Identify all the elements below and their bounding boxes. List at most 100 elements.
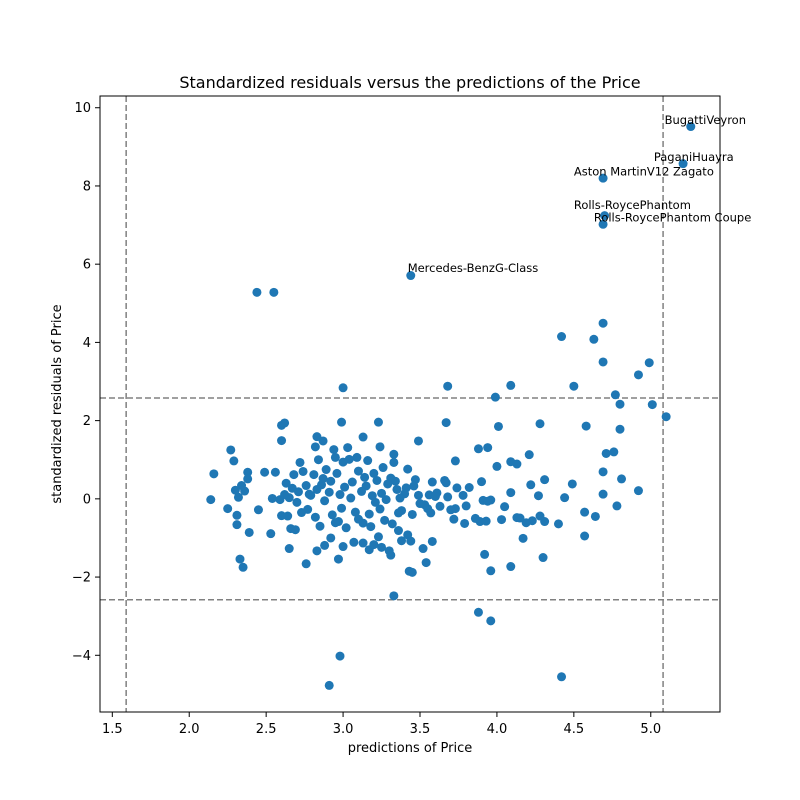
data-point-231: [409, 481, 419, 491]
data-point-194: [369, 540, 379, 550]
data-point-82: [452, 483, 462, 493]
point-annotation-0: BugattiVeyron: [665, 113, 746, 127]
data-point-187: [320, 540, 330, 550]
data-point-75: [477, 477, 487, 487]
x-axis: 1.5 2.0 2.5 3.0 3.5 4.0 4.5 5.0: [102, 712, 661, 737]
data-point-223: [430, 491, 440, 501]
data-point-7: [269, 287, 279, 297]
data-point-44: [226, 445, 236, 455]
data-point-22: [490, 392, 500, 402]
data-point-164: [267, 493, 277, 503]
data-point-134: [330, 452, 340, 462]
data-point-196: [377, 542, 387, 552]
data-point-97: [407, 509, 417, 519]
data-point-107: [383, 479, 393, 489]
data-point-166: [260, 467, 270, 477]
data-point-171: [237, 481, 247, 491]
data-point-235: [526, 480, 536, 490]
data-point-148: [301, 481, 311, 491]
data-point-127: [341, 523, 351, 533]
y-tick-label-6: 8: [83, 179, 91, 194]
y-tick-label-0: −4: [72, 649, 91, 664]
data-point-83: [450, 456, 460, 466]
data-point-58: [553, 519, 563, 529]
point-annotation-1: PaganiHuayra: [654, 150, 734, 164]
data-point-230: [387, 519, 397, 529]
data-point-70: [497, 515, 507, 525]
data-point-27: [535, 419, 545, 429]
data-point-91: [427, 477, 437, 487]
data-point-37: [318, 436, 328, 446]
y-axis: −4 −2 0 2 4 6 8 10: [72, 101, 100, 664]
point-annotation-3: Rolls-RoycePhantom: [574, 198, 691, 212]
data-point-4: [598, 219, 608, 229]
data-point-17: [647, 400, 657, 410]
data-point-33: [441, 418, 451, 428]
data-point-190: [338, 542, 348, 552]
data-point-105: [389, 457, 399, 467]
data-point-9: [589, 334, 599, 344]
data-point-67: [512, 513, 522, 523]
data-point-175: [229, 456, 239, 466]
data-point-161: [277, 511, 287, 521]
data-point-188: [326, 533, 336, 543]
data-point-124: [347, 477, 357, 487]
data-point-40: [375, 442, 385, 452]
data-point-21: [338, 383, 348, 393]
data-point-233: [458, 490, 468, 500]
data-point-226: [330, 518, 340, 528]
y-tick-label-3: 2: [83, 414, 91, 429]
data-point-220: [380, 515, 390, 525]
chart-title: Standardized residuals versus the predic…: [179, 73, 640, 92]
data-point-153: [292, 497, 302, 507]
y-tick-label-1: −2: [72, 571, 91, 586]
data-point-35: [277, 436, 287, 446]
data-point-57: [580, 531, 590, 541]
data-point-229: [360, 472, 370, 482]
data-point-210: [506, 562, 516, 572]
point-annotation-2: Aston MartinV12 Zagato: [574, 164, 714, 178]
data-point-222: [415, 499, 425, 509]
data-point-183: [284, 544, 294, 554]
data-point-18: [661, 412, 671, 422]
data-point-225: [461, 501, 471, 511]
data-point-218: [353, 514, 363, 524]
data-point-59: [540, 475, 550, 485]
data-point-111: [375, 504, 385, 514]
data-point-56: [580, 507, 590, 517]
data-point-49: [617, 474, 627, 484]
data-point-216: [324, 680, 334, 690]
x-tick-label-1: 2.0: [179, 722, 200, 737]
data-point-34: [413, 436, 423, 446]
data-point-16: [615, 399, 625, 409]
data-point-200: [397, 536, 407, 546]
data-point-178: [206, 495, 216, 505]
data-point-215: [335, 651, 345, 661]
data-point-115: [367, 491, 377, 501]
x-tick-label-7: 5.0: [640, 722, 661, 737]
x-tick-label-5: 4.0: [487, 722, 508, 737]
data-point-221: [393, 508, 403, 518]
x-tick-label-4: 3.5: [410, 722, 431, 737]
data-point-71: [506, 488, 516, 498]
data-point-29: [373, 417, 383, 427]
data-point-154: [289, 470, 299, 480]
data-point-138: [321, 465, 331, 475]
data-point-89: [435, 501, 445, 511]
data-point-189: [333, 554, 343, 564]
data-point-208: [480, 549, 490, 559]
data-point-39: [343, 443, 353, 453]
data-point-47: [310, 442, 320, 452]
data-point-42: [483, 443, 493, 453]
y-tick-label-4: 4: [83, 336, 91, 351]
data-point-114: [369, 468, 379, 478]
data-point-167: [253, 505, 263, 515]
data-point-181: [235, 554, 245, 564]
data-point-149: [298, 466, 308, 476]
data-point-234: [500, 502, 510, 512]
data-point-54: [612, 501, 622, 511]
data-point-86: [443, 492, 453, 502]
data-point-117: [363, 456, 373, 466]
data-point-6: [252, 287, 262, 297]
